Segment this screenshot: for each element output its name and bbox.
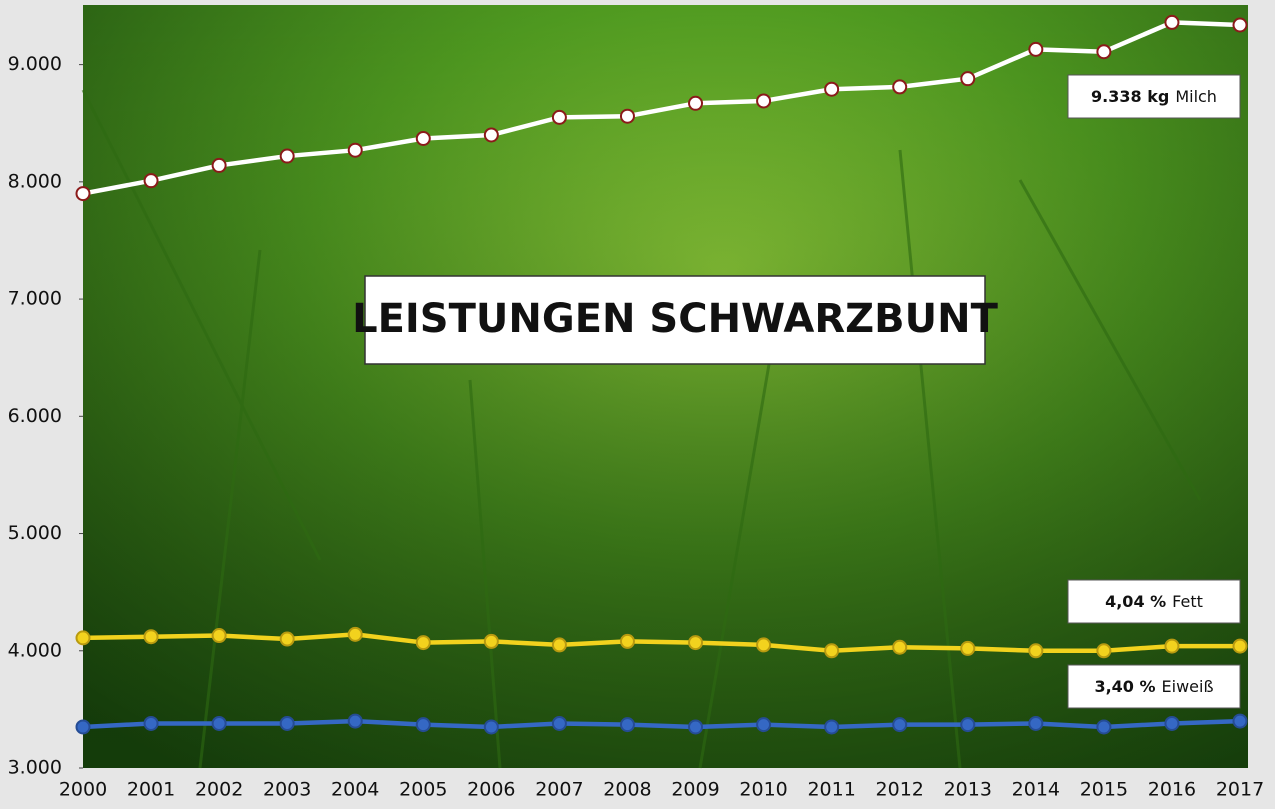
annotation-label: Milch: [1175, 87, 1217, 106]
x-tick-label: 2013: [944, 779, 992, 801]
x-tick-label: 2014: [1012, 779, 1060, 801]
data-point: [553, 111, 566, 124]
data-point: [757, 718, 770, 731]
data-point: [1097, 720, 1110, 733]
data-point: [689, 636, 702, 649]
y-tick-label: 7.000: [8, 288, 62, 310]
data-point: [825, 83, 838, 96]
data-point: [825, 720, 838, 733]
x-tick-label: 2009: [671, 779, 719, 801]
x-tick-label: 2005: [399, 779, 447, 801]
data-point: [1029, 644, 1042, 657]
x-tick-label: 2004: [331, 779, 379, 801]
x-tick-label: 2012: [876, 779, 924, 801]
data-point: [1234, 715, 1247, 728]
x-tick-label: 2016: [1148, 779, 1196, 801]
data-point: [1165, 16, 1178, 29]
data-point: [145, 174, 158, 187]
annotation-value: 9.338 kg: [1091, 87, 1169, 106]
data-point: [213, 159, 226, 172]
annotation-label: Fett: [1172, 592, 1203, 611]
data-point: [1029, 717, 1042, 730]
x-tick-label: 2015: [1080, 779, 1128, 801]
annotation: 9.338 kg Milch: [1091, 87, 1217, 106]
data-point: [281, 633, 294, 646]
data-point: [77, 720, 90, 733]
x-tick-label: 2010: [739, 779, 787, 801]
data-point: [77, 631, 90, 644]
annotation: 3,40 % Eiweiß: [1094, 677, 1213, 696]
x-tick-label: 2003: [263, 779, 311, 801]
annotation-value: 3,40 %: [1094, 677, 1155, 696]
data-point: [893, 80, 906, 93]
data-point: [145, 630, 158, 643]
data-point: [621, 718, 634, 731]
y-tick-label: 8.000: [8, 170, 62, 192]
data-point: [961, 642, 974, 655]
data-point: [77, 187, 90, 200]
data-point: [757, 94, 770, 107]
y-tick-label: 5.000: [8, 522, 62, 544]
chart-title: LEISTUNGEN SCHWARZBUNT: [352, 296, 998, 342]
x-tick-label: 2002: [195, 779, 243, 801]
chart: LEISTUNGEN SCHWARZBUNT 3.000 4.000 5.000 6.…: [0, 0, 1275, 805]
annotation-value: 4,04 %: [1105, 592, 1166, 611]
data-point: [1097, 45, 1110, 58]
data-point: [145, 717, 158, 730]
x-tick-label: 2017: [1216, 779, 1264, 801]
data-point: [1165, 640, 1178, 653]
x-tick-label: 2001: [127, 779, 175, 801]
data-point: [689, 720, 702, 733]
data-point: [1097, 644, 1110, 657]
y-tick-label: 9.000: [8, 53, 62, 75]
x-tick-label: 2006: [467, 779, 515, 801]
background-shade: [83, 5, 1248, 768]
data-point: [757, 638, 770, 651]
x-tick-label: 2011: [807, 779, 855, 801]
y-tick-label: 4.000: [8, 639, 62, 661]
y-tick-label: 6.000: [8, 405, 62, 427]
data-point: [281, 717, 294, 730]
data-point: [621, 110, 634, 123]
data-point: [1234, 640, 1247, 653]
annotation: 4,04 % Fett: [1105, 592, 1203, 611]
data-point: [961, 718, 974, 731]
data-point: [553, 638, 566, 651]
y-tick-label: 3.000: [8, 757, 62, 779]
data-point: [281, 150, 294, 163]
data-point: [417, 636, 430, 649]
page: {"chart_data": {"type": "line", "title":…: [0, 0, 1275, 805]
data-point: [213, 629, 226, 642]
data-point: [893, 641, 906, 654]
data-point: [417, 132, 430, 145]
data-point: [893, 718, 906, 731]
data-point: [349, 144, 362, 157]
annotation-label: Eiweiß: [1162, 677, 1214, 696]
data-point: [961, 72, 974, 85]
x-tick-label: 2007: [535, 779, 583, 801]
data-point: [1234, 18, 1247, 31]
data-point: [485, 635, 498, 648]
data-point: [349, 628, 362, 641]
data-point: [417, 718, 430, 731]
data-point: [485, 128, 498, 141]
data-point: [1165, 717, 1178, 730]
x-tick-label: 2008: [603, 779, 651, 801]
data-point: [621, 635, 634, 648]
data-point: [553, 717, 566, 730]
data-point: [349, 715, 362, 728]
data-point: [1029, 43, 1042, 56]
data-point: [485, 720, 498, 733]
data-point: [213, 717, 226, 730]
x-tick-label: 2000: [59, 779, 107, 801]
data-point: [689, 97, 702, 110]
data-point: [825, 644, 838, 657]
